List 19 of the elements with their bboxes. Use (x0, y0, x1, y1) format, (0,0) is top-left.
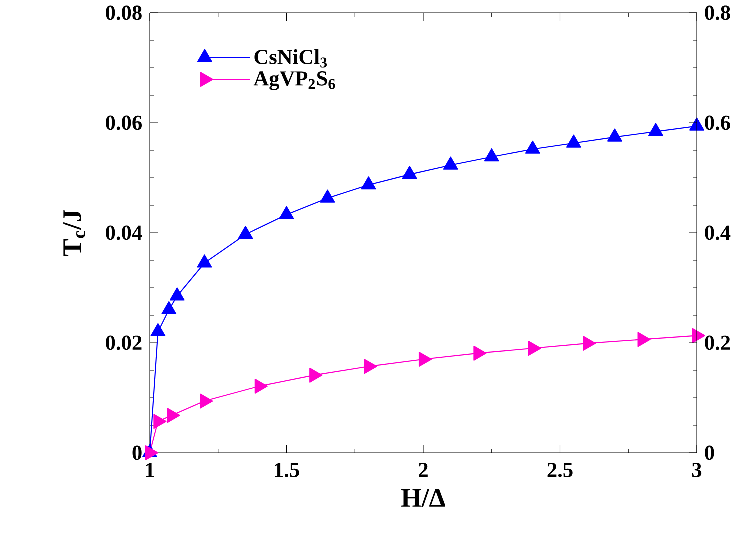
y2-tick-label: 0.6 (705, 116, 730, 130)
y-tick-label: 0.02 (106, 336, 142, 350)
legend-label: AgVP$_{2}$S$_{6}$ (254, 72, 336, 90)
x-tick-label: 3 (692, 463, 702, 478)
y2-tick-label: 0.2 (705, 336, 730, 350)
x-tick-label: 2.5 (548, 463, 573, 478)
y2-tick-label: 0.8 (705, 6, 730, 20)
y-axis-title: T$_{c}$/J (64, 210, 86, 256)
y-tick-label: 0.06 (106, 116, 142, 130)
y-tick-label: 0 (132, 446, 142, 460)
y-tick-label: 0.04 (106, 226, 142, 240)
x-tick-label: 1.5 (275, 463, 300, 478)
x-axis-title: H/Δ (402, 489, 446, 508)
x-tick-label: 2 (419, 463, 428, 478)
y-tick-label: 0.08 (106, 6, 142, 20)
legend-label: CsNiCl$_{3}$ (254, 49, 328, 68)
x-tick-label: 1 (146, 463, 154, 478)
y2-tick-label: 0 (705, 446, 714, 460)
y2-tick-label: 0.4 (705, 226, 731, 240)
